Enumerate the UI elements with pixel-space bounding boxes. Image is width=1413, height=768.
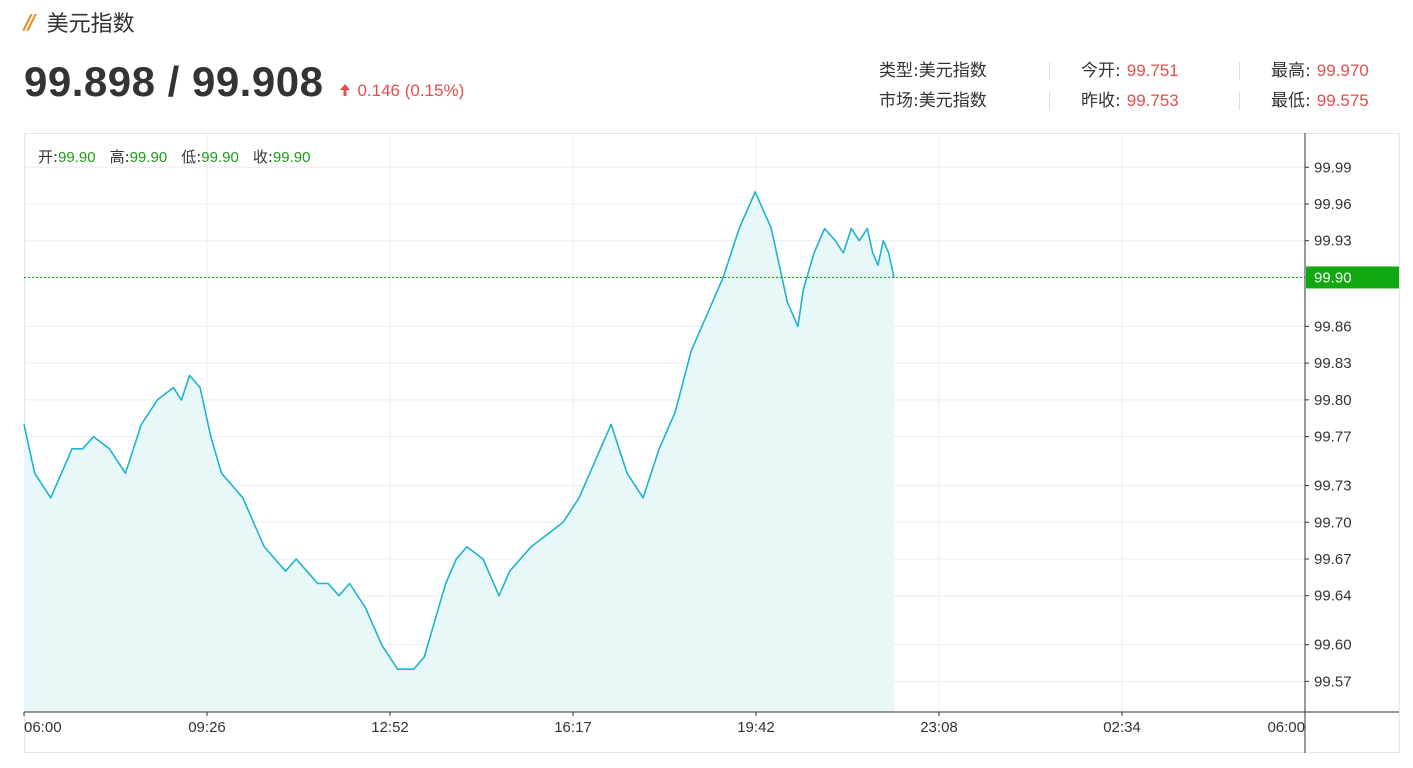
high-cell: 最高: 99.970 — [1271, 58, 1369, 84]
y-tick-label: 99.93 — [1314, 233, 1352, 250]
open-cell: 今开: 99.751 — [1081, 58, 1179, 84]
prev-close-value: 99.753 — [1126, 91, 1179, 110]
market-label: 市场: — [879, 91, 919, 111]
type-label: 类型: — [879, 61, 919, 81]
divider — [1049, 62, 1050, 80]
ohlc-open-label: 开: — [38, 148, 59, 166]
x-tick-label: 16:17 — [554, 719, 592, 736]
page-title: 美元指数 — [46, 12, 135, 37]
low-cell: 最低: 99.575 — [1271, 88, 1369, 114]
y-tick-label: 99.80 — [1314, 392, 1352, 409]
ohlc-close-value: 99.90 — [272, 149, 311, 166]
y-tick-label: 99.77 — [1314, 429, 1352, 446]
ohlc-high-label: 高: — [109, 148, 130, 166]
y-tick-label: 99.64 — [1314, 588, 1352, 605]
ohlc-open-value: 99.90 — [58, 149, 96, 166]
y-tick-label: 99.73 — [1314, 478, 1352, 495]
x-tick-label: 23:08 — [920, 719, 958, 736]
ohlc-close-label: 收: — [252, 148, 273, 166]
open-value: 99.751 — [1126, 61, 1179, 80]
type-value: 美元指数 — [918, 61, 987, 80]
title-row: // 美元指数 — [24, 6, 135, 38]
x-tick-label: 09:26 — [188, 719, 226, 736]
ohlc-low-value: 99.90 — [201, 149, 239, 166]
ohlc-close: 收:99.90 — [253, 146, 311, 167]
ohlc-readout: 开:99.90 高:99.90 低:99.90 收:99.90 — [38, 146, 310, 167]
y-tick-label: 99.83 — [1314, 355, 1352, 372]
current-price-label: 99.90 — [1314, 269, 1352, 286]
y-tick-label: 99.57 — [1314, 673, 1352, 690]
y-tick-label: 99.70 — [1314, 514, 1352, 531]
x-tick-label: 19:42 — [737, 719, 775, 736]
divider — [1239, 92, 1240, 110]
change-value: 0.146 (0.15%) — [357, 81, 465, 100]
price-change: 0.146 (0.15%) — [339, 81, 464, 101]
market-value: 美元指数 — [918, 91, 987, 110]
market-cell: 市场: 美元指数 — [879, 88, 987, 114]
price-row: 99.898 / 99.908 0.146 (0.15%) — [24, 58, 464, 106]
x-tick-label: 06:00 — [24, 719, 62, 736]
divider — [1239, 62, 1240, 80]
y-tick-label: 99.67 — [1314, 551, 1352, 568]
type-cell: 类型: 美元指数 — [879, 58, 987, 84]
ohlc-high-value: 99.90 — [129, 149, 168, 166]
ohlc-low: 低:99.90 — [181, 146, 239, 167]
low-label: 最低: — [1271, 91, 1311, 111]
title-accent-icon: // — [24, 10, 35, 34]
arrow-up-icon — [340, 84, 351, 96]
divider — [1049, 92, 1050, 110]
y-tick-label: 99.86 — [1314, 318, 1352, 335]
prev-close-label: 昨收: — [1081, 91, 1121, 111]
y-tick-label: 99.60 — [1314, 637, 1352, 654]
current-price-badge — [1306, 266, 1399, 289]
x-tick-label: 12:52 — [371, 719, 409, 736]
ohlc-low-label: 低: — [181, 148, 202, 166]
prev-close-cell: 昨收: 99.753 — [1081, 88, 1179, 114]
y-tick-label: 99.96 — [1314, 196, 1352, 213]
high-label: 最高: — [1271, 61, 1311, 81]
ohlc-open: 开:99.90 — [38, 146, 96, 167]
price-line — [23, 191, 895, 670]
low-value: 99.575 — [1316, 91, 1369, 110]
price-area — [24, 191, 894, 713]
ohlc-high: 高:99.90 — [110, 146, 168, 167]
high-value: 99.970 — [1316, 61, 1369, 80]
bid-ask-price: 99.898 / 99.908 — [24, 58, 324, 105]
y-tick-label: 99.99 — [1314, 159, 1352, 176]
open-label: 今开: — [1081, 61, 1121, 81]
quote-info-grid: 类型: 美元指数 市场: 美元指数 今开: 99.751 昨收: 99.753 … — [879, 58, 1399, 118]
x-tick-label: 02:34 — [1103, 719, 1141, 736]
x-tick-label: 06:00 — [1267, 719, 1305, 736]
